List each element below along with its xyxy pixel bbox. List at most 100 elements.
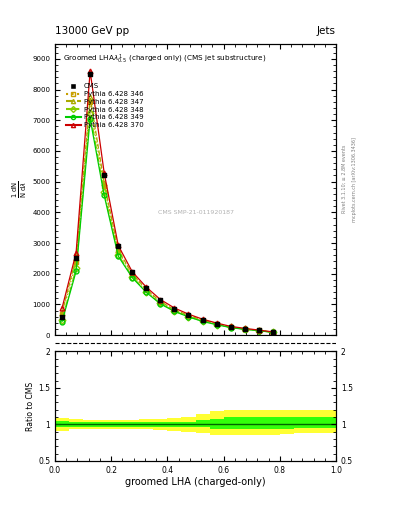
CMS <box>255 326 262 334</box>
Pythia 6.428 349 <box>186 314 191 320</box>
Pythia 6.428 347 <box>116 247 121 253</box>
CMS <box>115 242 121 250</box>
Pythia 6.428 347 <box>144 286 149 292</box>
Pythia 6.428 349 <box>144 289 149 295</box>
Pythia 6.428 349 <box>242 326 247 332</box>
Pythia 6.428 370 <box>116 242 121 248</box>
Pythia 6.428 348 <box>74 265 79 271</box>
Line: Pythia 6.428 346: Pythia 6.428 346 <box>60 99 275 335</box>
Pythia 6.428 346 <box>214 321 219 327</box>
Pythia 6.428 370 <box>88 68 92 74</box>
Pythia 6.428 348 <box>256 328 261 334</box>
Pythia 6.428 349 <box>102 193 107 199</box>
CMS <box>213 320 220 328</box>
Pythia 6.428 349 <box>74 268 79 274</box>
Pythia 6.428 348 <box>242 326 247 332</box>
Pythia 6.428 370 <box>60 305 64 311</box>
CMS <box>242 325 248 333</box>
Pythia 6.428 346 <box>88 99 92 105</box>
CMS <box>73 254 79 263</box>
CMS <box>157 296 163 304</box>
Pythia 6.428 348 <box>158 301 163 307</box>
Pythia 6.428 349 <box>200 318 205 325</box>
Text: CMS SMP-21-011920187: CMS SMP-21-011920187 <box>158 210 233 215</box>
Pythia 6.428 349 <box>88 116 92 122</box>
Pythia 6.428 370 <box>200 316 205 322</box>
Pythia 6.428 370 <box>214 320 219 326</box>
Line: Pythia 6.428 370: Pythia 6.428 370 <box>60 69 275 334</box>
Line: Pythia 6.428 349: Pythia 6.428 349 <box>60 116 275 335</box>
Pythia 6.428 348 <box>172 308 177 314</box>
Pythia 6.428 349 <box>60 318 64 325</box>
Pythia 6.428 346 <box>116 248 121 254</box>
Pythia 6.428 347 <box>74 254 79 261</box>
CMS <box>101 172 107 180</box>
Pythia 6.428 347 <box>88 94 92 100</box>
Pythia 6.428 347 <box>172 307 177 313</box>
Pythia 6.428 347 <box>270 329 275 335</box>
Text: 13000 GeV pp: 13000 GeV pp <box>55 26 129 36</box>
Pythia 6.428 370 <box>270 329 275 335</box>
Pythia 6.428 370 <box>186 311 191 317</box>
Pythia 6.428 347 <box>214 321 219 327</box>
Text: Jets: Jets <box>317 26 336 36</box>
Text: Groomed LHA$\lambda^1_{0.5}$ (charged only) (CMS jet substructure): Groomed LHA$\lambda^1_{0.5}$ (charged on… <box>63 52 267 66</box>
Pythia 6.428 348 <box>186 313 191 319</box>
Pythia 6.428 349 <box>130 274 135 281</box>
Pythia 6.428 348 <box>88 110 92 116</box>
X-axis label: groomed LHA (charged-only): groomed LHA (charged-only) <box>125 477 266 487</box>
Pythia 6.428 346 <box>144 287 149 293</box>
Pythia 6.428 346 <box>172 307 177 313</box>
Pythia 6.428 346 <box>74 259 79 265</box>
Pythia 6.428 347 <box>256 327 261 333</box>
Y-axis label: $\frac{1}{\mathrm{N}}\frac{\mathrm{d}\mathrm{N}}{\mathrm{d}\lambda}$: $\frac{1}{\mathrm{N}}\frac{\mathrm{d}\ma… <box>11 180 29 198</box>
Pythia 6.428 346 <box>102 183 107 189</box>
CMS <box>129 268 136 276</box>
Pythia 6.428 348 <box>200 318 205 324</box>
CMS <box>87 70 93 78</box>
Pythia 6.428 348 <box>144 289 149 295</box>
Pythia 6.428 349 <box>172 308 177 314</box>
Pythia 6.428 346 <box>256 327 261 333</box>
Pythia 6.428 348 <box>60 317 64 323</box>
Pythia 6.428 346 <box>60 311 64 317</box>
Pythia 6.428 349 <box>228 325 233 331</box>
Pythia 6.428 347 <box>228 324 233 330</box>
Pythia 6.428 349 <box>256 328 261 334</box>
Pythia 6.428 348 <box>130 274 135 280</box>
Pythia 6.428 346 <box>158 300 163 306</box>
Pythia 6.428 346 <box>242 326 247 332</box>
Pythia 6.428 370 <box>228 323 233 329</box>
Pythia 6.428 370 <box>102 170 107 176</box>
Pythia 6.428 349 <box>116 253 121 259</box>
Y-axis label: Ratio to CMS: Ratio to CMS <box>26 381 35 431</box>
CMS <box>59 312 65 321</box>
Pythia 6.428 347 <box>130 271 135 277</box>
Pythia 6.428 348 <box>214 322 219 328</box>
Pythia 6.428 347 <box>102 180 107 186</box>
Pythia 6.428 347 <box>242 326 247 332</box>
CMS <box>143 284 149 292</box>
Pythia 6.428 347 <box>60 310 64 316</box>
Pythia 6.428 346 <box>270 329 275 335</box>
Pythia 6.428 346 <box>186 313 191 319</box>
Pythia 6.428 370 <box>172 305 177 311</box>
Pythia 6.428 348 <box>102 189 107 196</box>
Pythia 6.428 347 <box>186 312 191 318</box>
CMS <box>199 316 206 324</box>
Pythia 6.428 370 <box>242 325 247 331</box>
Pythia 6.428 348 <box>228 325 233 331</box>
Pythia 6.428 370 <box>144 284 149 290</box>
Text: Rivet 3.1.10; ≥ 2.8M events: Rivet 3.1.10; ≥ 2.8M events <box>342 145 347 214</box>
Legend: CMS, Pythia 6.428 346, Pythia 6.428 347, Pythia 6.428 348, Pythia 6.428 349, Pyt: CMS, Pythia 6.428 346, Pythia 6.428 347,… <box>64 82 145 130</box>
CMS <box>185 311 192 319</box>
Text: mcplots.cern.ch [arXiv:1306.3436]: mcplots.cern.ch [arXiv:1306.3436] <box>352 137 357 222</box>
Pythia 6.428 349 <box>158 301 163 307</box>
CMS <box>228 323 234 331</box>
Pythia 6.428 347 <box>158 298 163 305</box>
Pythia 6.428 347 <box>200 317 205 323</box>
CMS <box>171 305 178 313</box>
Pythia 6.428 346 <box>130 272 135 278</box>
Pythia 6.428 370 <box>130 269 135 275</box>
Pythia 6.428 346 <box>228 324 233 330</box>
